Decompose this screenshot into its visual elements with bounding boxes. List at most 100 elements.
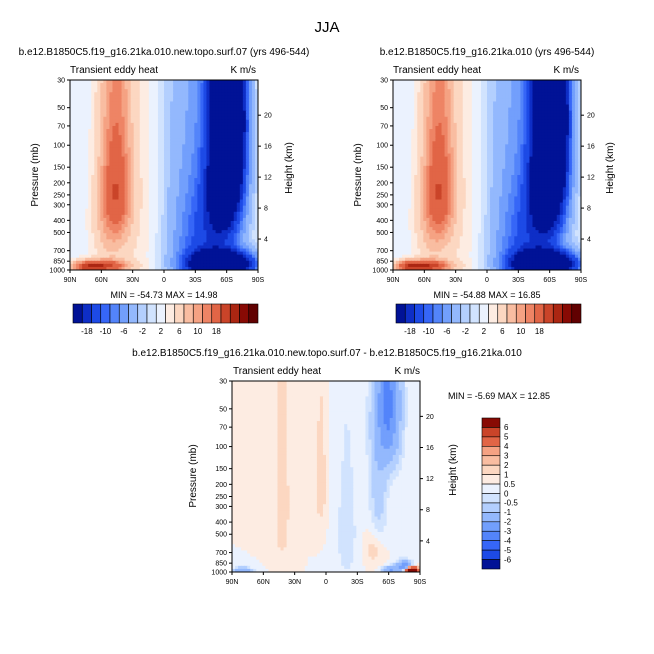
heatmap-cell [571, 116, 576, 121]
heatmap-cell [562, 107, 567, 112]
heatmap-cell [157, 254, 162, 259]
heatmap-cell [94, 129, 98, 133]
heatmap-cell [100, 101, 104, 106]
heatmap-cell [82, 95, 86, 99]
heatmap-cell [176, 156, 180, 161]
heatmap-cell [106, 147, 111, 152]
heatmap-cell [182, 217, 186, 222]
heatmap-cell [185, 125, 189, 130]
heatmap-cell [121, 220, 126, 225]
heatmap-cell [127, 239, 132, 244]
heatmap-cell [393, 95, 397, 99]
heatmap-cell [94, 193, 98, 198]
heatmap-cell [441, 86, 446, 90]
heatmap-cell [148, 159, 153, 164]
heatmap-cell [474, 104, 479, 109]
heatmap-cell [562, 116, 567, 121]
heatmap-cell [535, 101, 540, 106]
heatmap-cell [167, 266, 171, 270]
heatmap-cell [121, 147, 126, 152]
heatmap-cell [188, 116, 192, 121]
heatmap-cell [556, 101, 561, 106]
heatmap-cell [462, 110, 467, 115]
heatmap-cell [82, 257, 86, 262]
heatmap-cell [82, 104, 86, 109]
heatmap-cell [133, 135, 138, 139]
heatmap-cell [206, 266, 211, 270]
heatmap-cell [544, 125, 549, 130]
heatmap-cell [221, 159, 226, 164]
heatmap-cell [408, 101, 412, 106]
heatmap-cell [547, 116, 552, 121]
heatmap-cell [197, 141, 201, 145]
heatmap-cell [393, 129, 397, 133]
heatmap-cell [118, 138, 123, 142]
heatmap-cell [170, 119, 174, 124]
heatmap-cell [251, 92, 256, 96]
heatmap-cell [239, 254, 244, 259]
heatmap-cell [459, 92, 464, 96]
heatmap-cell [185, 184, 189, 188]
heatmap-cell [88, 205, 92, 210]
heatmap-cell [118, 110, 123, 115]
heatmap-cell [182, 227, 186, 231]
heatmap-cell [85, 227, 89, 231]
heatmap-cell [148, 165, 153, 170]
heatmap-cell [520, 107, 524, 112]
heatmap-cell [85, 260, 89, 265]
heatmap-cell [82, 196, 86, 201]
heatmap-cell [115, 190, 120, 194]
heatmap-cell [483, 80, 488, 84]
heatmap-cell [562, 113, 567, 118]
heatmap-cell [577, 119, 581, 124]
heatmap-cell [88, 129, 92, 133]
heatmap-cell [444, 104, 449, 109]
heatmap-cell [227, 181, 232, 185]
heatmap-cell [185, 227, 189, 231]
heatmap-cell [471, 83, 476, 87]
heatmap-cell [170, 153, 174, 158]
heatmap-cell [121, 217, 126, 222]
heatmap-cell [399, 101, 403, 106]
heatmap-cell [465, 129, 470, 133]
heatmap-cell [124, 165, 129, 170]
heatmap-cell [176, 171, 180, 176]
heatmap-cell [206, 110, 211, 115]
heatmap-cell [227, 245, 232, 250]
heatmap-cell [182, 83, 186, 87]
heatmap-cell [236, 199, 241, 204]
heatmap-cell [562, 92, 567, 96]
heatmap-cell [145, 116, 150, 121]
heatmap-cell [106, 138, 111, 142]
heatmap-cell [112, 257, 117, 262]
heatmap-cell [206, 83, 211, 87]
heatmap-cell [188, 187, 192, 191]
heatmap-cell [233, 175, 238, 179]
heatmap-cell [167, 239, 171, 244]
heatmap-cell [574, 89, 579, 93]
heatmap-cell [148, 233, 153, 237]
heatmap-cell [529, 122, 534, 127]
heatmap-cell [242, 110, 247, 115]
heatmap-cell [562, 110, 567, 115]
heatmap-cell [85, 263, 89, 268]
heatmap-cell [239, 92, 244, 96]
heatmap-cell [151, 144, 156, 149]
heatmap-cell [88, 171, 92, 176]
heatmap-cell [203, 144, 208, 149]
heatmap-cell [145, 202, 150, 207]
heatmap-cell [206, 178, 211, 182]
heatmap-cell [227, 196, 232, 201]
heatmap-cell [251, 138, 256, 142]
heatmap-cell [568, 95, 573, 99]
heatmap-cell [544, 129, 549, 133]
heatmap-cell [538, 116, 543, 121]
heatmap-cell [115, 168, 120, 173]
heatmap-cell [523, 125, 528, 130]
heatmap-cell [239, 208, 244, 213]
heatmap-cell [526, 80, 531, 84]
heatmap-cell [154, 122, 159, 127]
heatmap-cell [474, 116, 479, 121]
heatmap-cell [511, 95, 515, 99]
heatmap-cell [556, 83, 561, 87]
